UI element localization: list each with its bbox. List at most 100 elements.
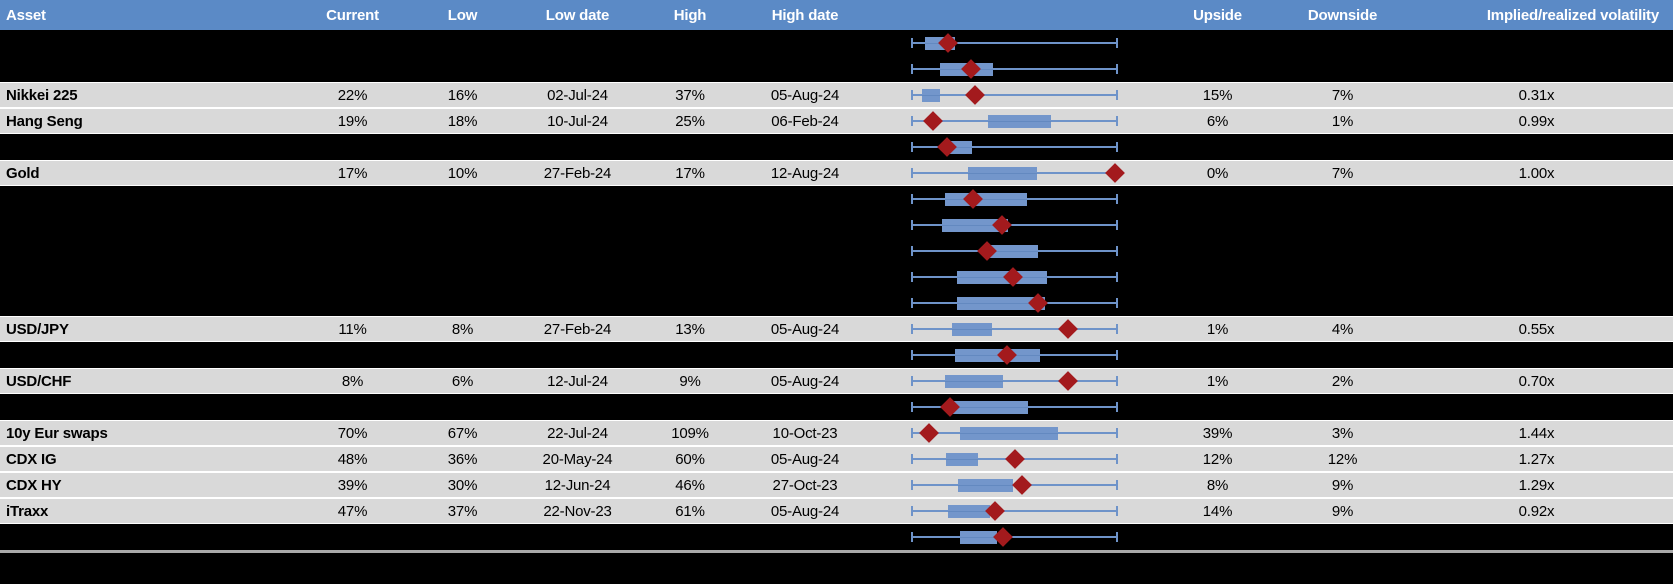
whisker-cap-right	[1116, 402, 1118, 412]
range-plot-cell	[875, 368, 1150, 394]
table-row-redacted	[0, 238, 1673, 264]
cell-upside: 14%	[1202, 502, 1233, 520]
whisker-cap-right	[1116, 142, 1118, 152]
range-boxplot	[905, 160, 1125, 186]
cell-upside: 6%	[1206, 112, 1229, 130]
range-boxplot	[905, 524, 1120, 550]
range-box	[960, 530, 997, 544]
range-plot-cell	[875, 82, 1150, 108]
column-header-low-date: Low date	[545, 6, 610, 24]
whisker-line	[912, 536, 1117, 538]
whisker-cap-left	[911, 168, 913, 178]
cell-impl-real: 0.70x	[1518, 372, 1555, 390]
whisker-cap-left	[911, 480, 913, 490]
range-boxplot	[905, 212, 1120, 238]
range-box	[958, 478, 1013, 492]
current-level-diamond-icon	[1058, 319, 1078, 339]
cell-impl-real: 1.00x	[1518, 164, 1555, 182]
cell-low-date: 12-Jul-24	[547, 372, 608, 390]
whisker-cap-left	[911, 142, 913, 152]
cell-asset: Hang Seng	[6, 112, 83, 130]
cell-high-date: 12-Aug-24	[770, 164, 840, 182]
table-row: CDX HY 39% 30% 12-Jun-24 46% 27-Oct-23 8% 9% 1.2…	[0, 472, 1673, 498]
whisker-cap-right	[1116, 428, 1118, 438]
whisker-cap-left	[911, 116, 913, 126]
cell-downside: 4%	[1331, 320, 1354, 338]
whisker-line	[912, 328, 1117, 330]
whisker-cap-right	[1116, 298, 1118, 308]
current-level-diamond-icon	[919, 423, 939, 443]
whisker-cap-right	[1116, 220, 1118, 230]
cell-low-date: 20-May-24	[542, 450, 613, 468]
cell-low: 37%	[447, 502, 478, 520]
cell-high-date: 10-Oct-23	[772, 424, 838, 442]
cell-downside: 2%	[1331, 372, 1354, 390]
whisker-cap-left	[911, 454, 913, 464]
column-header-high: High	[673, 6, 707, 24]
range-plot-cell	[875, 134, 1150, 160]
range-plot-cell	[875, 420, 1150, 446]
cell-low-date: 27-Feb-24	[543, 164, 612, 182]
range-box	[988, 114, 1051, 128]
cell-downside: 3%	[1331, 424, 1354, 442]
range-box	[952, 322, 992, 336]
whisker-cap-left	[911, 246, 913, 256]
table-row-redacted	[0, 56, 1673, 82]
range-box	[942, 218, 1008, 232]
cell-high-date: 27-Oct-23	[772, 476, 838, 494]
table-row: CDX IG 48% 36% 20-May-24 60% 05-Aug-24 12% 12% 1…	[0, 446, 1673, 472]
column-header-implied-realized-volatility: Implied/realized volatility	[1486, 6, 1659, 24]
range-boxplot	[905, 394, 1120, 420]
whisker-line	[912, 224, 1117, 226]
footer-black-band	[0, 553, 1673, 584]
cell-current: 70%	[337, 424, 368, 442]
whisker-cap-right	[1116, 272, 1118, 282]
range-plot-cell	[875, 498, 1150, 524]
range-box	[922, 88, 940, 102]
cell-low-date: 12-Jun-24	[544, 476, 611, 494]
column-header-asset: Asset	[6, 6, 46, 24]
table-row-redacted	[0, 134, 1673, 160]
cell-downside: 7%	[1331, 86, 1354, 104]
table-row: 10y Eur swaps 70% 67% 22-Jul-24 109% 10-Oct-2…	[0, 420, 1673, 446]
range-boxplot	[905, 342, 1120, 368]
table-row: USD/JPY 11% 8% 27-Feb-24 13% 05-Aug-24 1% 4% 0.5…	[0, 316, 1673, 342]
cell-low-date: 27-Feb-24	[543, 320, 612, 338]
table-row-redacted	[0, 212, 1673, 238]
range-plot-cell	[875, 394, 1150, 420]
cell-asset: iTraxx	[6, 502, 49, 520]
cell-high: 60%	[675, 450, 705, 468]
cell-low-date: 22-Nov-23	[543, 502, 612, 520]
whisker-cap-left	[911, 532, 913, 542]
cell-low: 6%	[451, 372, 474, 390]
cell-asset: Gold	[6, 164, 40, 182]
cell-upside: 1%	[1206, 372, 1229, 390]
range-plot-cell	[875, 108, 1150, 134]
whisker-cap-right	[1116, 506, 1118, 516]
cell-impl-real: 1.27x	[1518, 450, 1555, 468]
range-boxplot	[905, 420, 1120, 446]
whisker-line	[912, 42, 1117, 44]
whisker-cap-left	[911, 402, 913, 412]
whisker-cap-right	[1116, 38, 1118, 48]
cell-current: 22%	[337, 86, 368, 104]
cell-low: 10%	[447, 164, 478, 182]
range-boxplot	[905, 316, 1120, 342]
whisker-cap-left	[911, 428, 913, 438]
table-row-redacted	[0, 394, 1673, 420]
cell-high-date: 05-Aug-24	[770, 502, 840, 520]
cell-high: 37%	[675, 86, 705, 104]
cell-high: 25%	[675, 112, 705, 130]
cell-high-date: 06-Feb-24	[771, 112, 839, 130]
range-boxplot	[905, 82, 1120, 108]
cell-low-date: 22-Jul-24	[547, 424, 608, 442]
whisker-cap-right	[1116, 480, 1118, 490]
table-row: Nikkei 225 22% 16% 02-Jul-24 37% 05-Aug-24 15%…	[0, 82, 1673, 108]
table-row-redacted	[0, 30, 1673, 56]
whisker-line	[912, 380, 1117, 382]
range-box	[948, 504, 990, 518]
whisker-line	[912, 146, 1117, 148]
range-plot-cell	[875, 290, 1150, 316]
cell-low-date: 02-Jul-24	[547, 86, 608, 104]
whisker-cap-right	[1116, 376, 1118, 386]
